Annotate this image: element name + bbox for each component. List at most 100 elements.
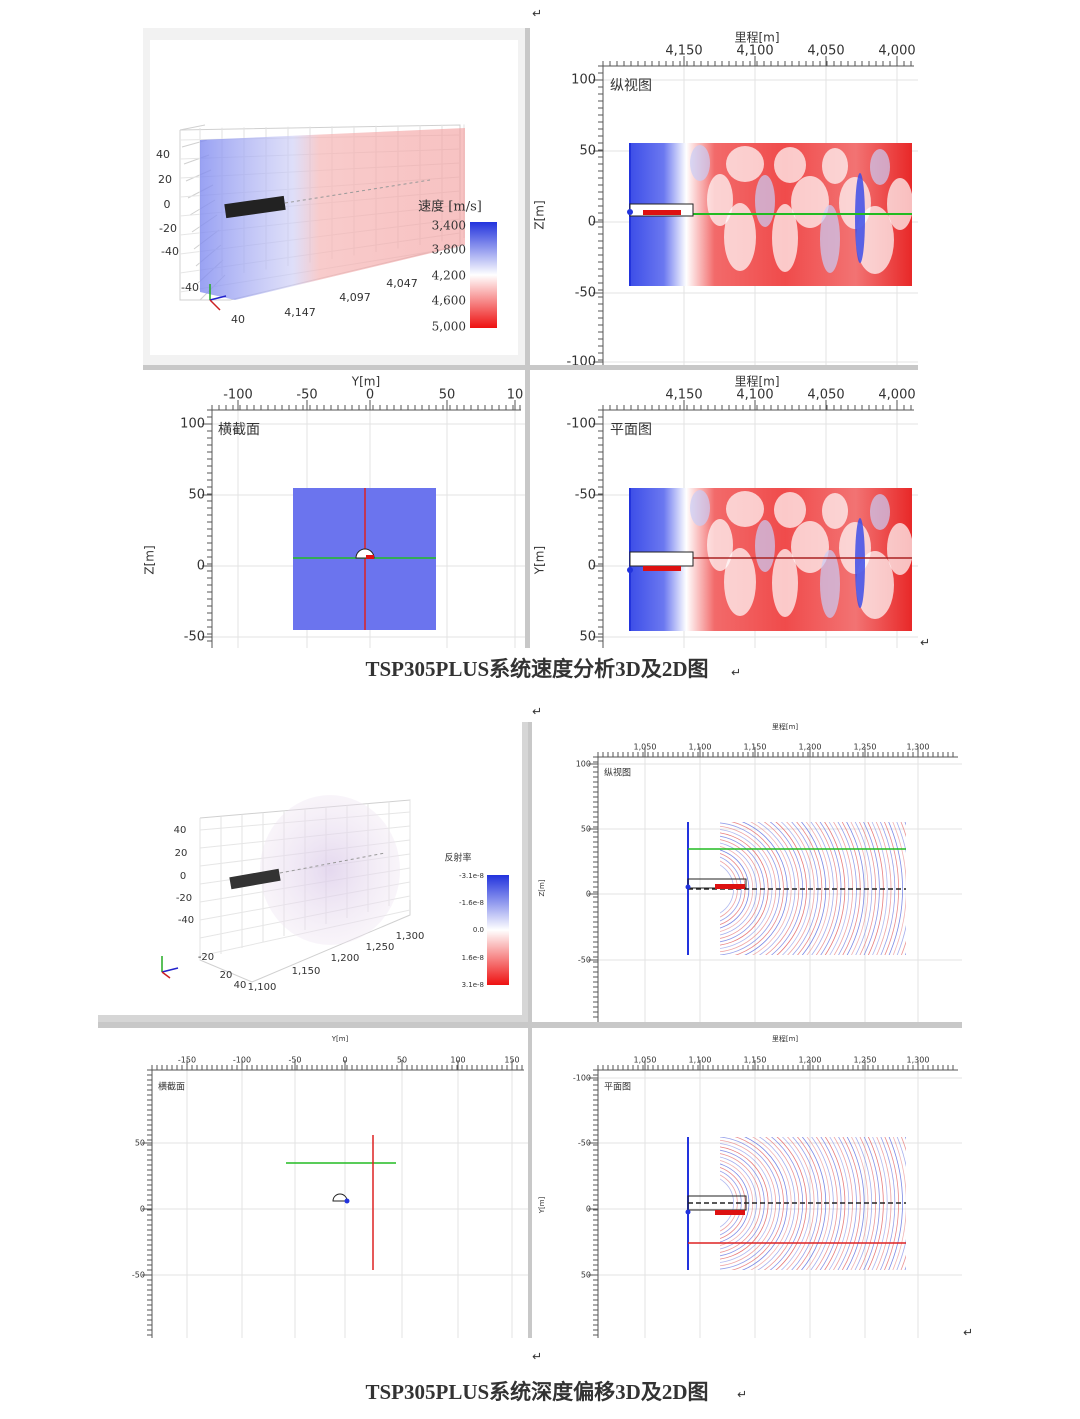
colorbar-label: 3,800 [432,243,466,257]
splitter [98,1022,962,1028]
wavefront [805,822,830,955]
y-tick-label: 0 [588,559,596,574]
x-axis-title: 里程[m] [734,30,779,45]
heatmap-blob [820,550,840,618]
wavefront [863,822,880,955]
heatmap-blob [755,175,775,227]
heatmap-texture [690,490,912,619]
x-tick-label: 4,100 [736,44,773,59]
y-axis-title: Z[m] [538,879,546,896]
x-tick-label: 1,250 [854,1056,877,1065]
x-tick-label: 50 [439,388,456,403]
colorbar [487,875,509,985]
wavefront [720,1170,742,1236]
heatmap-blob [870,494,890,530]
axis-label-3d: 20 [220,970,233,981]
heatmap-blob [755,520,775,572]
paragraph-mark: ↵ [532,705,542,719]
axis-label-3d: 40 [231,313,245,326]
axis-label-3d: 4,147 [284,306,316,319]
panel-label: 纵视图 [604,767,631,779]
paragraph-mark: ↵ [532,7,542,21]
colorbar-title: 反射率 [444,852,471,864]
x-tick-label: 4,100 [736,388,773,403]
heatmap-blob [822,148,848,184]
wavefront [750,822,792,955]
y-axis-title: Z[m] [143,545,157,574]
x-axis-title: Y[m] [351,375,380,389]
x-tick-label: 0 [342,1056,347,1065]
wavefront [775,1137,807,1270]
axis-label-3d: -20 [198,952,214,963]
x-tick-label: 4,150 [665,44,702,59]
colorbar-label: 0.0 [473,926,484,934]
wavefront [815,822,838,955]
heatmap-blob [724,548,756,616]
y-tick-label: -50 [575,286,596,301]
y-tick-label: 0 [586,890,591,899]
wavefront [805,1137,830,1270]
wavefront [888,1137,903,1270]
x-tick-label: -100 [223,388,253,403]
heatmap-blob [772,549,798,617]
heatmap-blob [855,518,865,608]
axis-triad [161,967,179,973]
heatmap-blob [870,149,890,185]
tunnel-axis [284,179,431,204]
heatmap-blob [724,203,756,271]
axis-label-3d: -40 [161,245,179,258]
paragraph-mark: ↵ [963,1326,973,1340]
heatmap-blob [820,205,840,273]
y-tick-label: -100 [566,417,596,432]
x-axis-title: Y[m] [331,1035,349,1043]
x-tick-label: 4,000 [878,44,915,59]
panel-label: 横截面 [158,1081,185,1093]
heatmap-blob [774,492,806,528]
x-tick-label: 50 [397,1056,407,1065]
wavefront [879,822,896,955]
paragraph-mark: ↵ [532,1350,542,1364]
x-tick-label: 1,100 [689,1056,712,1065]
x-tick-label: 100 [450,1056,465,1065]
axis-label-3d: 1,150 [292,966,321,977]
y-tick-label: 0 [588,215,596,230]
heatmap-blob [887,178,912,230]
colorbar-label: -1.6e-8 [459,899,484,907]
x-tick-label: 4,150 [665,388,702,403]
colorbar [470,222,497,328]
tunnel-bar [643,566,681,571]
splitter [528,722,532,1338]
wavefront [888,822,903,955]
axis-label-3d: -20 [159,222,177,235]
axis-triad [209,299,221,311]
wavefront [730,822,784,955]
x-tick-label: 1,150 [744,743,767,752]
tunnel-bar [715,1210,745,1215]
y-tick-label: 50 [581,825,591,834]
heatmap-blob [822,493,848,529]
heatmap-blob [855,173,865,263]
reflectivity-volume [260,795,400,945]
y-tick-label: 100 [576,760,591,769]
heatmap-blob [690,145,710,181]
colorbar-label: 5,000 [432,320,466,334]
heatmap-blob [690,490,710,526]
y-tick-label: -100 [573,1074,591,1083]
heatmap-blob [726,146,764,182]
x-tick-label: 4,000 [878,388,915,403]
y-tick-label: -50 [578,1139,591,1148]
x-tick-label: 1,200 [799,743,822,752]
colorbar-title: 速度 [m/s] [418,199,482,215]
y-tick-label: 50 [579,630,596,645]
x-axis-title: 里程[m] [734,374,779,389]
axis-label-3d: -40 [181,281,199,294]
x-tick-label: 0 [366,388,374,403]
wavefront [750,1137,792,1270]
axis-label-3d: 1,100 [248,982,277,993]
x-tick-label: -150 [178,1056,196,1065]
x-tick-label: 1,300 [907,1056,930,1065]
y-tick-label: 100 [571,73,596,88]
x-tick-label: 150 [504,1056,519,1065]
splitter [143,365,918,370]
